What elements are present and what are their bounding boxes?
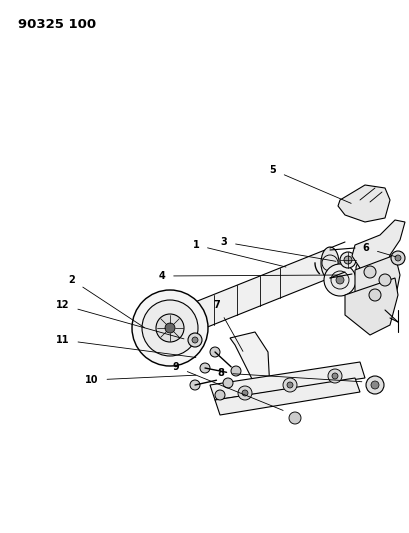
Circle shape [288,412,300,424]
Circle shape [241,390,247,396]
Polygon shape [354,255,399,310]
Circle shape [164,323,175,333]
Circle shape [282,378,296,392]
Polygon shape [229,332,270,395]
Text: 12: 12 [56,300,184,339]
Text: 11: 11 [56,335,196,358]
Circle shape [132,290,207,366]
Circle shape [390,251,404,265]
Circle shape [237,386,252,400]
Circle shape [370,381,378,389]
Circle shape [365,376,383,394]
Circle shape [200,363,209,373]
Text: 8: 8 [217,368,361,382]
Text: 1: 1 [192,240,285,267]
Circle shape [230,366,240,376]
Text: 9: 9 [172,362,283,410]
Text: 7: 7 [213,300,243,351]
Polygon shape [337,185,389,222]
Circle shape [155,314,184,342]
Circle shape [286,382,292,388]
Polygon shape [209,362,364,400]
Circle shape [330,271,348,289]
Circle shape [142,300,198,356]
Circle shape [323,264,355,296]
Circle shape [209,347,220,357]
Circle shape [378,274,390,286]
Circle shape [189,380,200,390]
Ellipse shape [320,247,338,279]
Circle shape [188,333,202,347]
Circle shape [343,256,351,264]
Circle shape [191,337,198,343]
Text: 2: 2 [68,275,144,328]
Text: 90325 100: 90325 100 [18,18,96,31]
Text: 4: 4 [158,271,337,281]
Circle shape [339,252,355,268]
Text: 6: 6 [362,243,395,257]
Polygon shape [214,378,359,415]
Circle shape [355,262,367,274]
Text: 10: 10 [85,375,196,385]
Circle shape [394,255,400,261]
Circle shape [363,266,375,278]
Ellipse shape [166,309,182,341]
Circle shape [331,373,337,379]
Circle shape [359,265,364,271]
Polygon shape [175,248,329,340]
Polygon shape [351,220,404,275]
Circle shape [368,289,380,301]
Text: 5: 5 [269,165,351,204]
Text: 3: 3 [220,237,335,261]
Polygon shape [344,278,397,335]
Circle shape [214,390,225,400]
Circle shape [335,276,343,284]
Circle shape [222,378,232,388]
Circle shape [327,369,341,383]
